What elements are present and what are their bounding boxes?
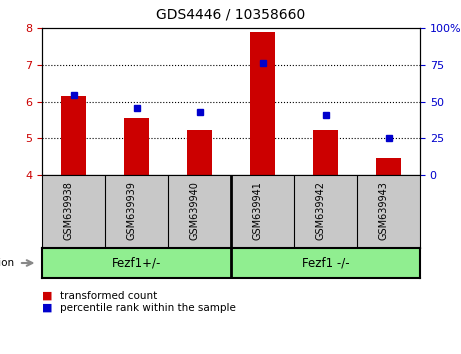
- Text: genotype/variation: genotype/variation: [0, 258, 14, 268]
- Bar: [313, 130, 338, 175]
- Bar: [376, 159, 401, 175]
- Text: Fezf1 -/-: Fezf1 -/-: [301, 257, 349, 269]
- Text: ■: ■: [42, 291, 53, 301]
- Bar: [250, 32, 275, 175]
- Text: ■: ■: [42, 303, 53, 313]
- Text: GSM639943: GSM639943: [378, 181, 389, 240]
- Text: Fezf1+/-: Fezf1+/-: [112, 257, 161, 269]
- Text: transformed count: transformed count: [60, 291, 158, 301]
- Bar: [187, 130, 212, 175]
- Bar: [61, 96, 86, 175]
- Text: GSM639941: GSM639941: [253, 181, 262, 240]
- Text: GDS4446 / 10358660: GDS4446 / 10358660: [156, 8, 305, 22]
- Text: percentile rank within the sample: percentile rank within the sample: [60, 303, 236, 313]
- Text: GSM639938: GSM639938: [64, 181, 73, 240]
- Text: GSM639939: GSM639939: [126, 181, 136, 240]
- Bar: [124, 118, 149, 175]
- Text: GSM639940: GSM639940: [189, 181, 200, 240]
- Text: GSM639942: GSM639942: [315, 181, 325, 240]
